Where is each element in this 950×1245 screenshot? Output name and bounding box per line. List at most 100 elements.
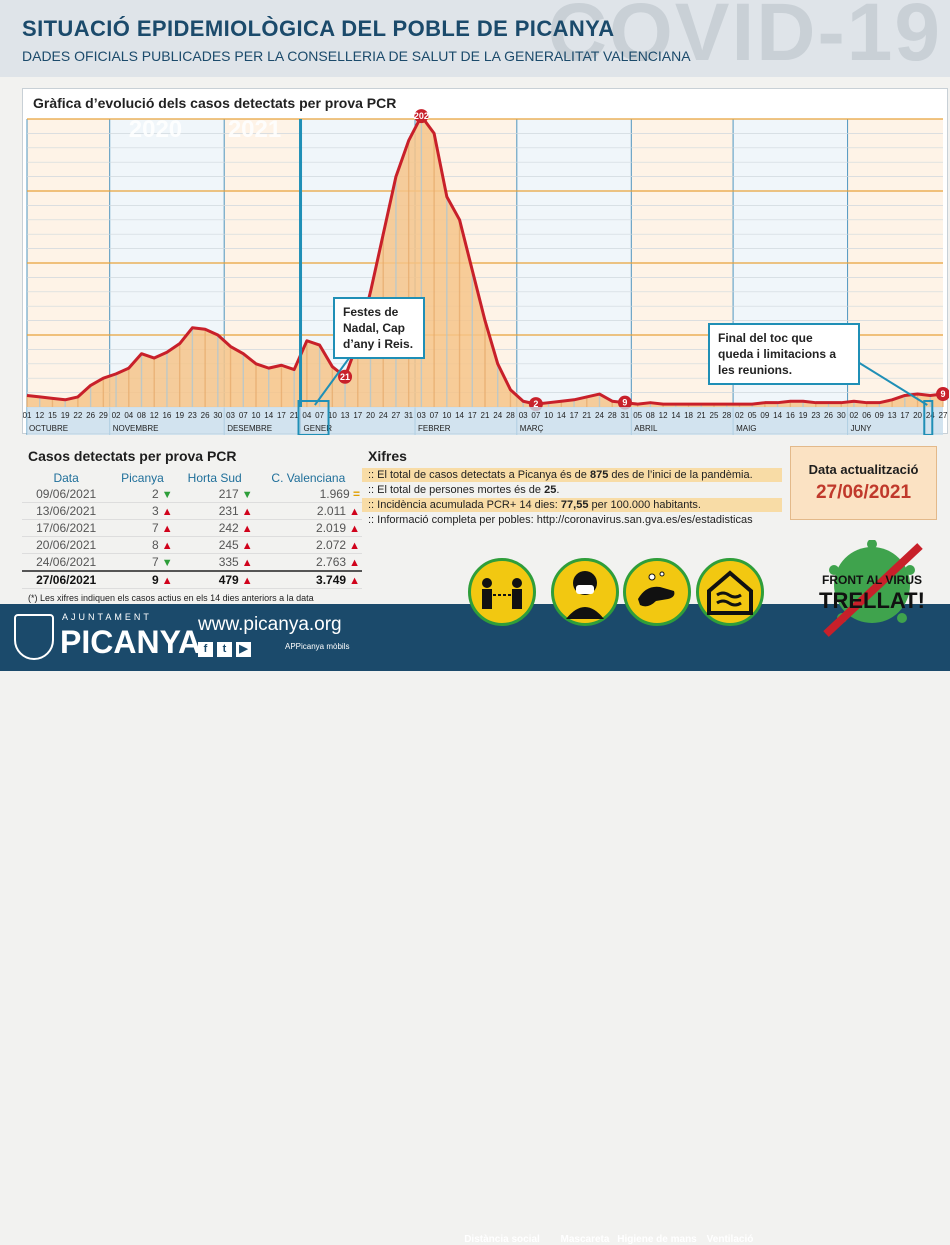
month-label: JUNY [851,424,873,433]
x-tick-label: 17 [570,411,579,420]
x-tick-label: 18 [684,411,693,420]
trend-up-icon: ▲ [238,575,253,587]
highlight-gener [297,400,330,435]
table-cell-value: 3 [152,504,159,518]
x-tick-label: 08 [646,411,655,420]
header: COVID-19 SITUACIÓ EPIDEMIOLÒGICA DEL POB… [0,0,950,77]
data-label: 2 [533,399,538,409]
x-tick-label: 24 [379,411,388,420]
table-cell-value: 2.763 [316,555,347,569]
data-label-dot [414,109,429,124]
x-tick-label: 27 [391,411,400,420]
x-tick-label: 26 [824,411,833,420]
youtube-icon[interactable]: ▶ [236,642,251,657]
x-tick-label: 14 [557,411,566,420]
data-label: 9 [622,398,627,408]
table-header-cell: Picanya [121,471,164,485]
facebook-icon[interactable]: f [198,642,213,657]
annotation-toc: Final del toc que queda i limitacions a … [708,323,860,385]
table-cell-value: 2.019 [316,521,347,535]
x-tick-label: 19 [799,411,808,420]
x-tick-label: 13 [341,411,350,420]
measure-label-distance: Distància social [464,1234,540,1245]
x-tick-label: 16 [786,411,795,420]
x-tick-label: 07 [239,411,248,420]
x-tick-label: 31 [620,411,629,420]
x-tick-label: 30 [213,411,222,420]
x-tick-label: 02 [112,411,121,420]
x-tick-label: 20 [913,411,922,420]
table-cell-value: 20/06/2021 [36,538,97,552]
app-label[interactable]: APPicanya mòbils [285,642,350,651]
x-tick-label: 02 [849,411,858,420]
x-tick-label: 24 [493,411,502,420]
figure-info-link[interactable]: :: Informació completa per pobles: http:… [368,514,753,526]
cases-table-section: Casos detectats per prova PCR Data Picany… [22,442,362,613]
x-tick-label: 14 [264,411,273,420]
x-tick-label: 09 [875,411,884,420]
twitter-icon[interactable]: t [217,642,232,657]
table-cell-value: 231 [218,504,239,518]
x-tick-label: 02 [735,411,744,420]
page-title: SITUACIÓ EPIDEMIOLÒGICA DEL POBLE DE PIC… [22,16,615,41]
data-label-dot [936,387,949,402]
campaign-line2: TRELLAT! [819,588,925,613]
x-tick-label: 24 [595,411,604,420]
x-tick-label: 17 [900,411,909,420]
x-tick-label: 03 [519,411,528,420]
measure-label-ventilation: Ventilació [706,1234,754,1245]
x-tick-label: 07 [430,411,439,420]
x-tick-label: 08 [137,411,146,420]
table-cell-value: 242 [218,521,239,535]
table-row: 27/06/2021 9 ▲ 479 ▲ 3.749 ▲ [22,570,362,589]
x-tick-label: 25 [710,411,719,420]
x-tick-label: 05 [748,411,757,420]
x-tick-label: 14 [773,411,782,420]
table-cell-value: 2.072 [316,538,347,552]
x-tick-label: 03 [417,411,426,420]
campaign-badge: FRONT AL VIRUS TRELLAT! [812,539,932,640]
table-cell-value: 217 [218,487,239,501]
trend-down-icon: ▼ [158,557,173,569]
x-tick-label: 19 [61,411,70,420]
distance-icon [468,558,536,626]
x-axis-band [27,407,943,435]
x-tick-label: 10 [442,411,451,420]
trend-up-icon: ▲ [346,557,360,569]
page-subtitle: DADES OFICIALS PUBLICADES PER LA CONSELL… [22,48,691,64]
figure-incidence: :: Incidència acumulada PCR+ 14 dies: 77… [362,498,782,512]
x-tick-label: 12 [659,411,668,420]
x-tick-label: 13 [888,411,897,420]
x-tick-label: 14 [671,411,680,420]
x-tick-label: 24 [926,411,935,420]
table-cell-value: 479 [218,573,239,587]
table-cell-value: 09/06/2021 [36,487,97,501]
x-tick-label: 28 [722,411,731,420]
table-cell-value: 7 [152,555,159,569]
town-shield-icon [14,614,54,660]
figure-total-cases: :: El total de casos detectats a Picanya… [362,468,782,482]
x-tick-label: 07 [315,411,324,420]
table-row: 24/06/2021 7 ▼ 335 ▲ 2.763 ▲ [22,553,362,572]
table-header-cell: Horta Sud [187,471,242,485]
x-tick-label: 17 [353,411,362,420]
x-tick-label: 04 [302,411,311,420]
x-tick-label: 17 [468,411,477,420]
table-row: 13/06/2021 3 ▲ 231 ▲ 2.011 ▲ [22,502,362,520]
table-header-cell: C. Valenciana [271,471,346,485]
x-tick-label: 15 [48,411,57,420]
x-tick-label: 10 [328,411,337,420]
table-cell-value: 17/06/2021 [36,521,97,535]
x-tick-label: 10 [252,411,261,420]
x-tick-label: 29 [99,411,108,420]
annotation-pointer-toc [852,358,928,406]
highlight-juny [923,400,934,435]
trend-up-icon: ▲ [238,540,253,552]
trend-up-icon: ▲ [346,506,360,518]
data-label-dot [338,369,353,384]
chart-panel: 0102030405060708090100110120130140150160… [22,88,949,435]
trend-up-icon: ▲ [238,506,253,518]
trend-up-icon: ▲ [158,540,173,552]
table-header-cell: Data [53,471,79,485]
footer-website-link[interactable]: www.picanya.org [198,614,342,635]
